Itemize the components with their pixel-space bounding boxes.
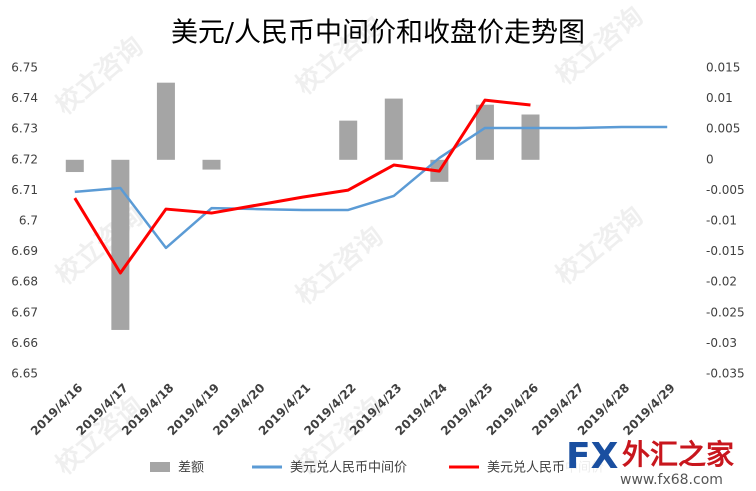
logo-bg — [565, 436, 756, 491]
bar — [111, 159, 130, 330]
y2-tick-label: 0.015 — [706, 61, 740, 75]
line — [73, 98, 531, 275]
watermark: 校立咨询 — [549, 201, 649, 292]
y2-tick-label: -0.035 — [706, 367, 745, 381]
legend-label: 差额 — [178, 461, 204, 476]
y2-tick-label: -0.005 — [706, 183, 745, 197]
y2-tick-label: -0.03 — [706, 336, 737, 350]
y2-tick-label: 0 — [706, 152, 714, 166]
y-tick-label: 6.74 — [11, 91, 38, 105]
legend-label: 美元兑人民币中间价 — [290, 461, 407, 476]
logo-mark: FX — [566, 436, 619, 477]
y2-tick-label: -0.02 — [706, 275, 737, 289]
y-tick-label: 6.69 — [11, 244, 38, 258]
bar — [339, 120, 358, 160]
y2-tick-label: 0.01 — [706, 91, 733, 105]
y-tick-label: 6.72 — [11, 152, 38, 166]
y2-tick-label: -0.015 — [706, 244, 745, 258]
bar — [202, 159, 221, 170]
y-tick-label: 6.68 — [11, 275, 38, 289]
y2-tick-label: -0.025 — [706, 305, 745, 319]
y-tick-label: 6.65 — [11, 367, 38, 381]
logo-name: 外汇之家 — [622, 438, 734, 471]
y-tick-label: 6.66 — [11, 336, 38, 350]
y2-tick-label: 0.005 — [706, 122, 740, 136]
y-tick-label: 6.67 — [11, 305, 38, 319]
y-tick-label: 6.73 — [11, 122, 38, 136]
bar — [384, 98, 403, 160]
bar — [156, 82, 175, 160]
chart-title: 美元/人民币中间价和收盘价走势图 — [171, 18, 585, 49]
legend-swatch — [150, 462, 170, 472]
watermark: 校立咨询 — [49, 201, 149, 292]
bar — [521, 114, 540, 160]
watermark: 校立咨询 — [49, 31, 149, 122]
line — [74, 125, 668, 250]
bar — [65, 159, 84, 173]
y-tick-label: 6.7 — [19, 214, 38, 228]
y-tick-label: 6.71 — [11, 183, 38, 197]
logo-url: www.fx68.com — [620, 472, 723, 488]
watermark: 校立咨询 — [289, 221, 389, 312]
y2-tick-label: -0.01 — [706, 214, 737, 228]
y-tick-label: 6.75 — [11, 61, 38, 75]
bar — [475, 104, 494, 160]
